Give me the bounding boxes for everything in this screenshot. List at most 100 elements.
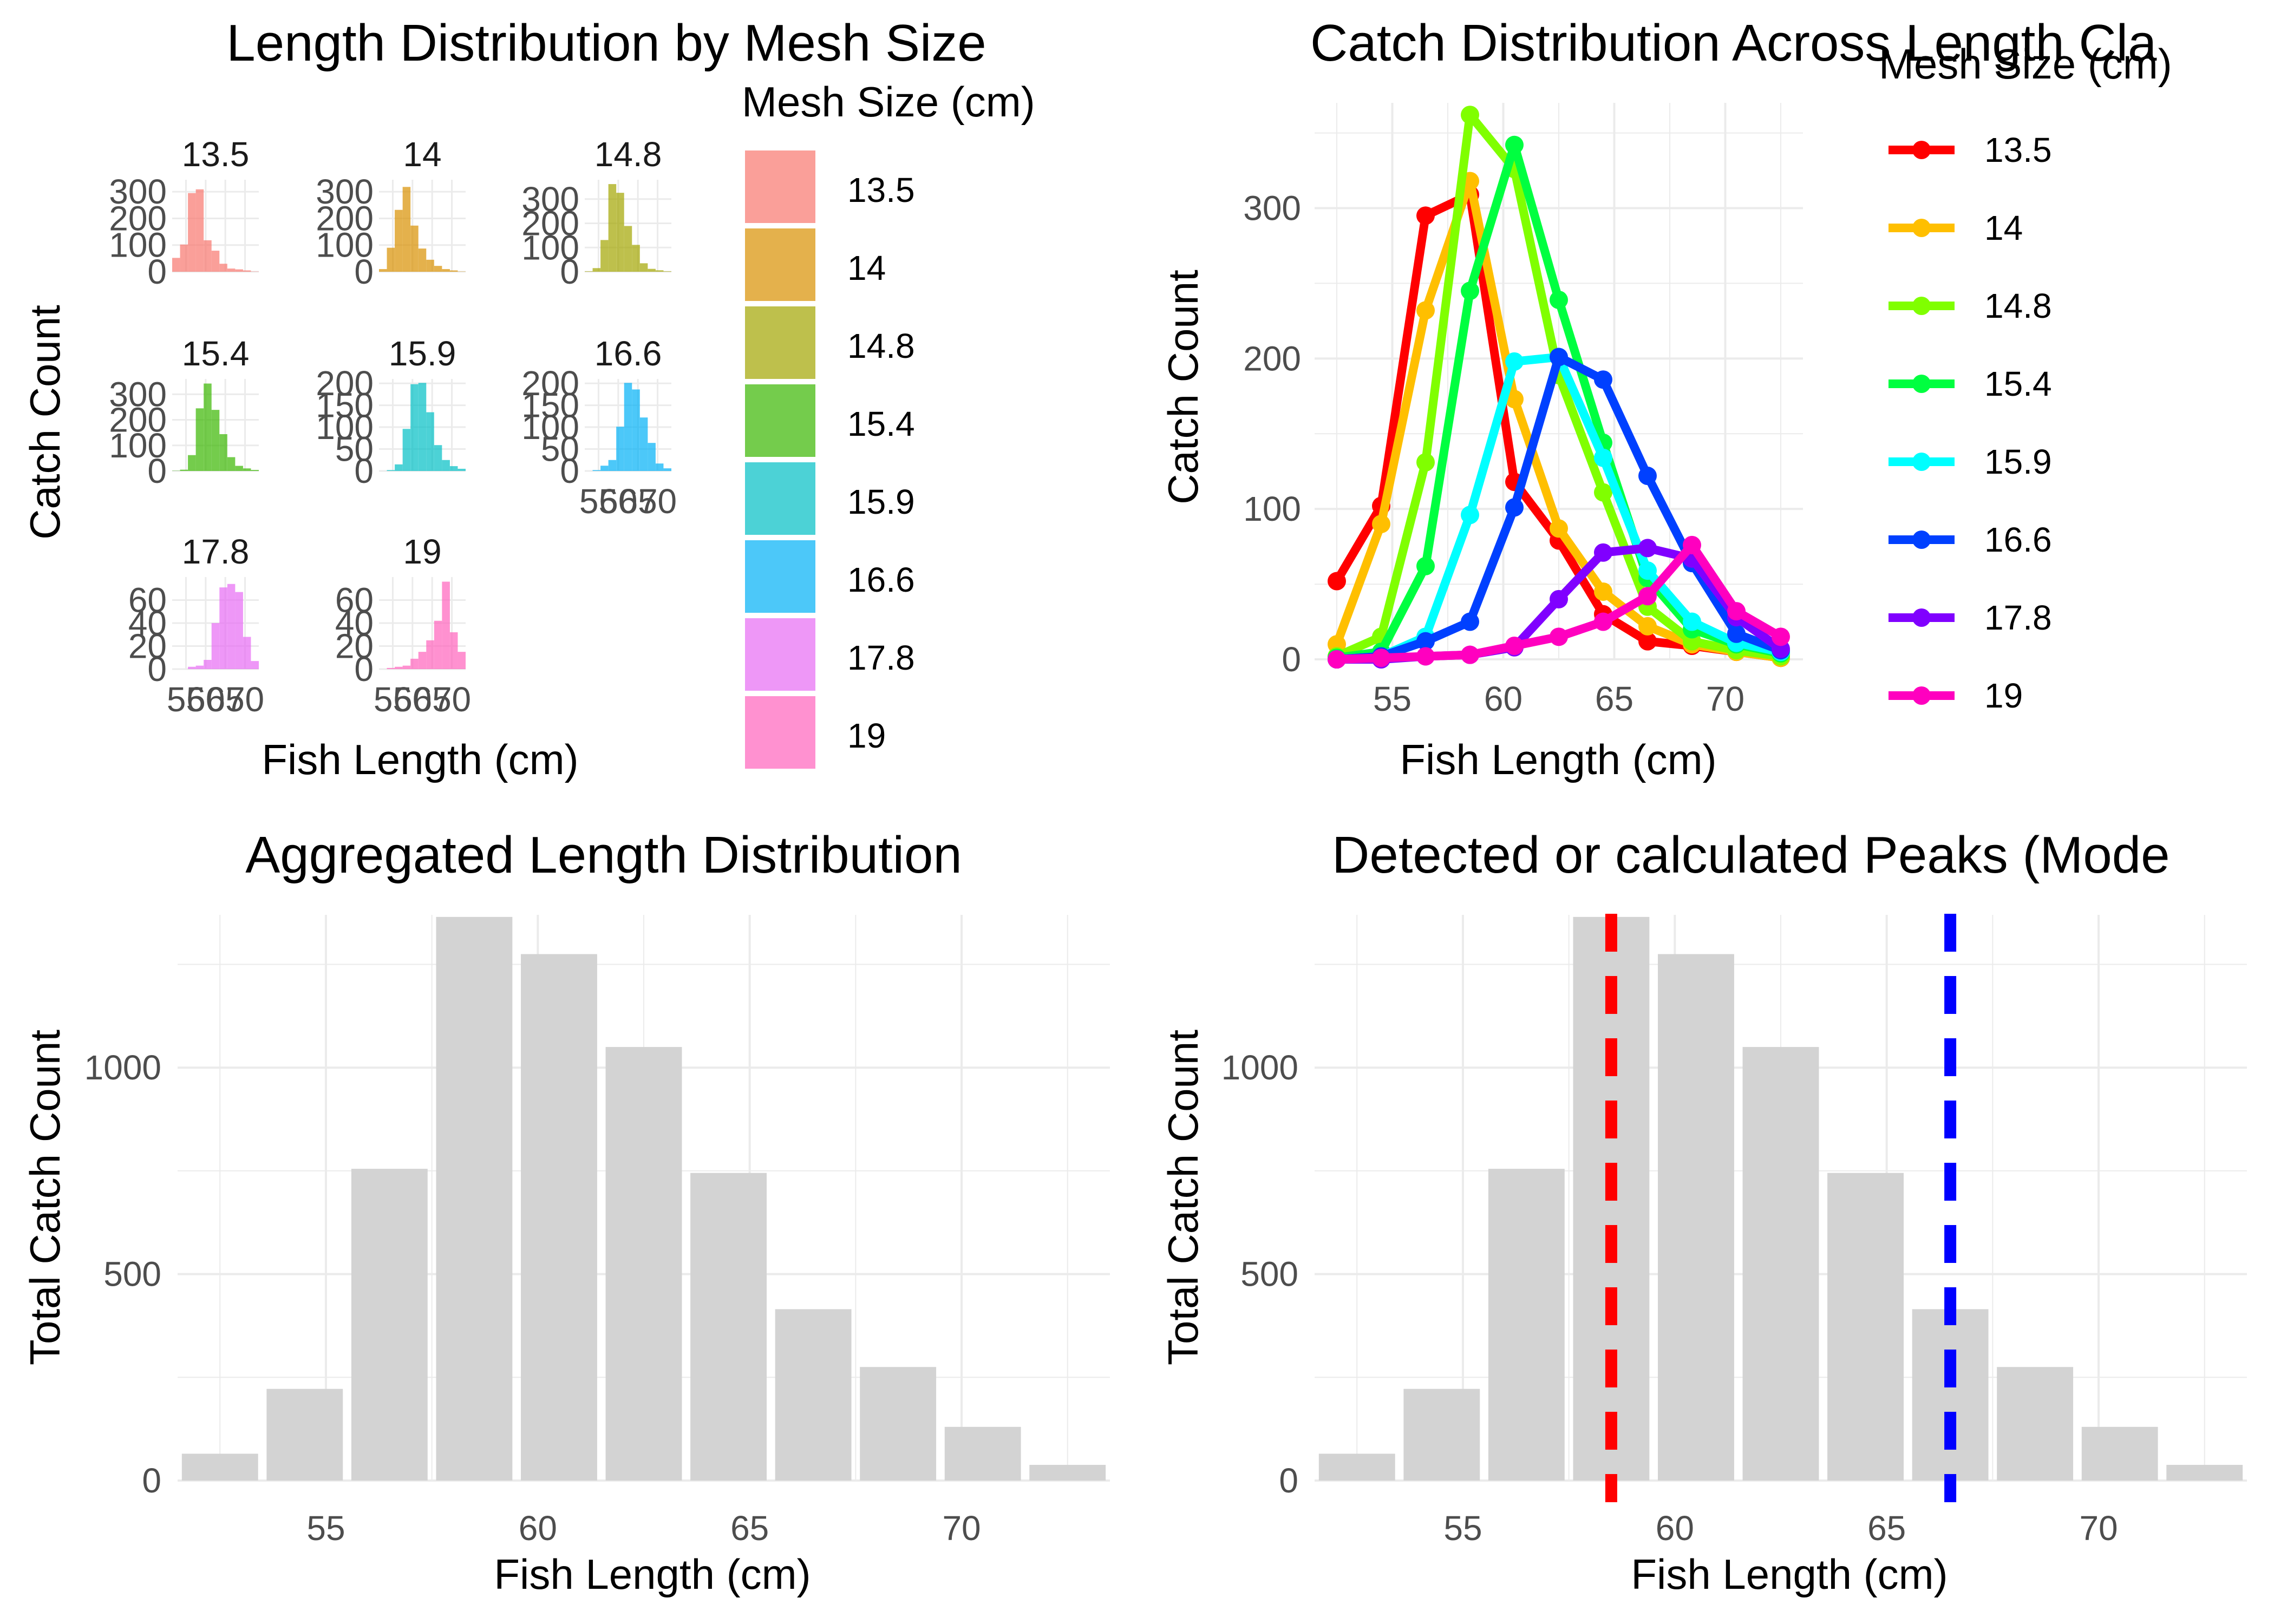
facet-bar: [395, 464, 403, 471]
y-tick-label: 100: [1243, 489, 1301, 528]
facet-bar: [227, 457, 236, 471]
facet-y-tick-label: 0: [354, 252, 374, 291]
facet-bar: [600, 466, 609, 471]
facet-y-tick-label: 60: [335, 581, 374, 620]
y-tick-label: 0: [1279, 1461, 1298, 1500]
y-tick-label: 0: [1282, 640, 1301, 679]
facet-y-tick-label: 150: [521, 386, 579, 425]
facet-x-tick-label: 60: [393, 680, 432, 719]
facet-y-tick-label: 100: [316, 226, 374, 265]
x-tick-label: 65: [1867, 1509, 1906, 1548]
legend-label: 14.8: [1984, 286, 2052, 325]
facet-bar: [648, 443, 656, 471]
panel-2-title: Catch Distribution Across Length Cla: [1310, 14, 2157, 72]
data-point: [1461, 612, 1479, 631]
facet-bar: [442, 581, 450, 669]
facet-bar: [188, 193, 196, 272]
facet-bar: [195, 189, 204, 272]
legend-label: 15.4: [847, 404, 915, 443]
data-point: [1416, 453, 1435, 472]
data-point: [1505, 135, 1524, 154]
facet-y-tick-label: 50: [335, 430, 374, 469]
facet-x-tick-label: 55: [374, 680, 412, 719]
facet-bar: [188, 455, 196, 471]
panel-2-legend-title: Mesh Size (cm): [1879, 40, 2172, 88]
data-point: [1416, 301, 1435, 320]
data-point: [1372, 649, 1390, 667]
facet-bar: [655, 270, 664, 272]
legend-label: 13.5: [1984, 130, 2052, 169]
facet-y-tick-label: 100: [109, 426, 167, 465]
legend-label: 17.8: [1984, 598, 2052, 637]
panel-line-chart: Catch Distribution Across Length Cla Fis…: [1159, 14, 2172, 783]
facet-y-tick-label: 0: [147, 451, 167, 490]
facet-bar: [219, 264, 227, 272]
facet-y-tick-label: 0: [354, 650, 374, 689]
legend-key: [745, 306, 815, 379]
panel-2-y-axis-label: Catch Count: [1159, 270, 1207, 505]
panel-2-plot-area: 55 60 65 70 0 100 200 300: [1243, 103, 1803, 718]
x-tick-label: 55: [1443, 1509, 1482, 1548]
facet-bar: [188, 666, 196, 669]
facet-bar: [195, 665, 204, 669]
data-point: [1505, 352, 1524, 371]
facet-bar: [379, 269, 387, 272]
facet-x-tick-label: 60: [599, 482, 637, 521]
panel-2-x-axis-label: Fish Length (cm): [1400, 736, 1716, 783]
data-point: [1461, 506, 1479, 525]
facet-x-tick-label: 60: [186, 680, 225, 719]
data-point: [1727, 624, 1746, 643]
y-tick-label: 200: [1243, 339, 1301, 378]
panel-3-plot-area: 55 60 65 70 0 500 1000: [84, 915, 1110, 1548]
legend-key-point: [1912, 453, 1931, 471]
facet-x-tick-label: 70: [433, 680, 471, 719]
facet-bar: [204, 240, 212, 272]
facet-y-tick-label: 20: [128, 627, 167, 666]
data-point: [1416, 556, 1435, 575]
facet-bar: [449, 270, 458, 272]
facet-bar: [180, 244, 188, 272]
facet-bar: [426, 259, 434, 272]
bar: [690, 1173, 767, 1481]
data-point: [1461, 281, 1479, 300]
bar: [1912, 1309, 1989, 1481]
legend-key-point: [1912, 686, 1931, 705]
bar: [436, 916, 513, 1481]
facet-bar: [616, 427, 624, 471]
facet-bar: [387, 247, 395, 272]
legend-key-point: [1912, 141, 1931, 159]
facet-strip-label: 14: [403, 135, 441, 174]
facet-bar: [592, 470, 601, 471]
x-tick-label: 55: [306, 1509, 345, 1548]
facet-y-tick-label: 50: [541, 430, 579, 469]
legend-key-point: [1912, 608, 1931, 627]
facet-bar: [243, 270, 251, 272]
x-tick-label: 60: [519, 1509, 557, 1548]
data-point: [1638, 467, 1657, 486]
data-point: [1416, 206, 1435, 225]
facet-bar: [410, 225, 419, 272]
facet-strip-label: 16.6: [594, 334, 662, 373]
facet-bar: [211, 410, 220, 471]
facet-y-tick-label: 0: [147, 252, 167, 291]
data-point: [1638, 539, 1657, 558]
facet-bar: [211, 623, 220, 669]
legend-label: 14.8: [847, 326, 915, 365]
data-point: [1683, 535, 1701, 554]
facet-bar: [608, 460, 617, 471]
data-point: [1594, 543, 1612, 562]
bar: [2166, 1465, 2243, 1481]
facet-bar: [395, 666, 403, 669]
facet-bar: [402, 665, 411, 669]
facet-bar: [449, 632, 458, 669]
legend-label: 14: [1984, 208, 2023, 247]
facet-bar: [458, 652, 466, 669]
facet-x-tick-label: 65: [413, 680, 452, 719]
data-point: [1638, 617, 1657, 636]
facet-bar: [655, 463, 664, 471]
bar: [1403, 1389, 1480, 1481]
